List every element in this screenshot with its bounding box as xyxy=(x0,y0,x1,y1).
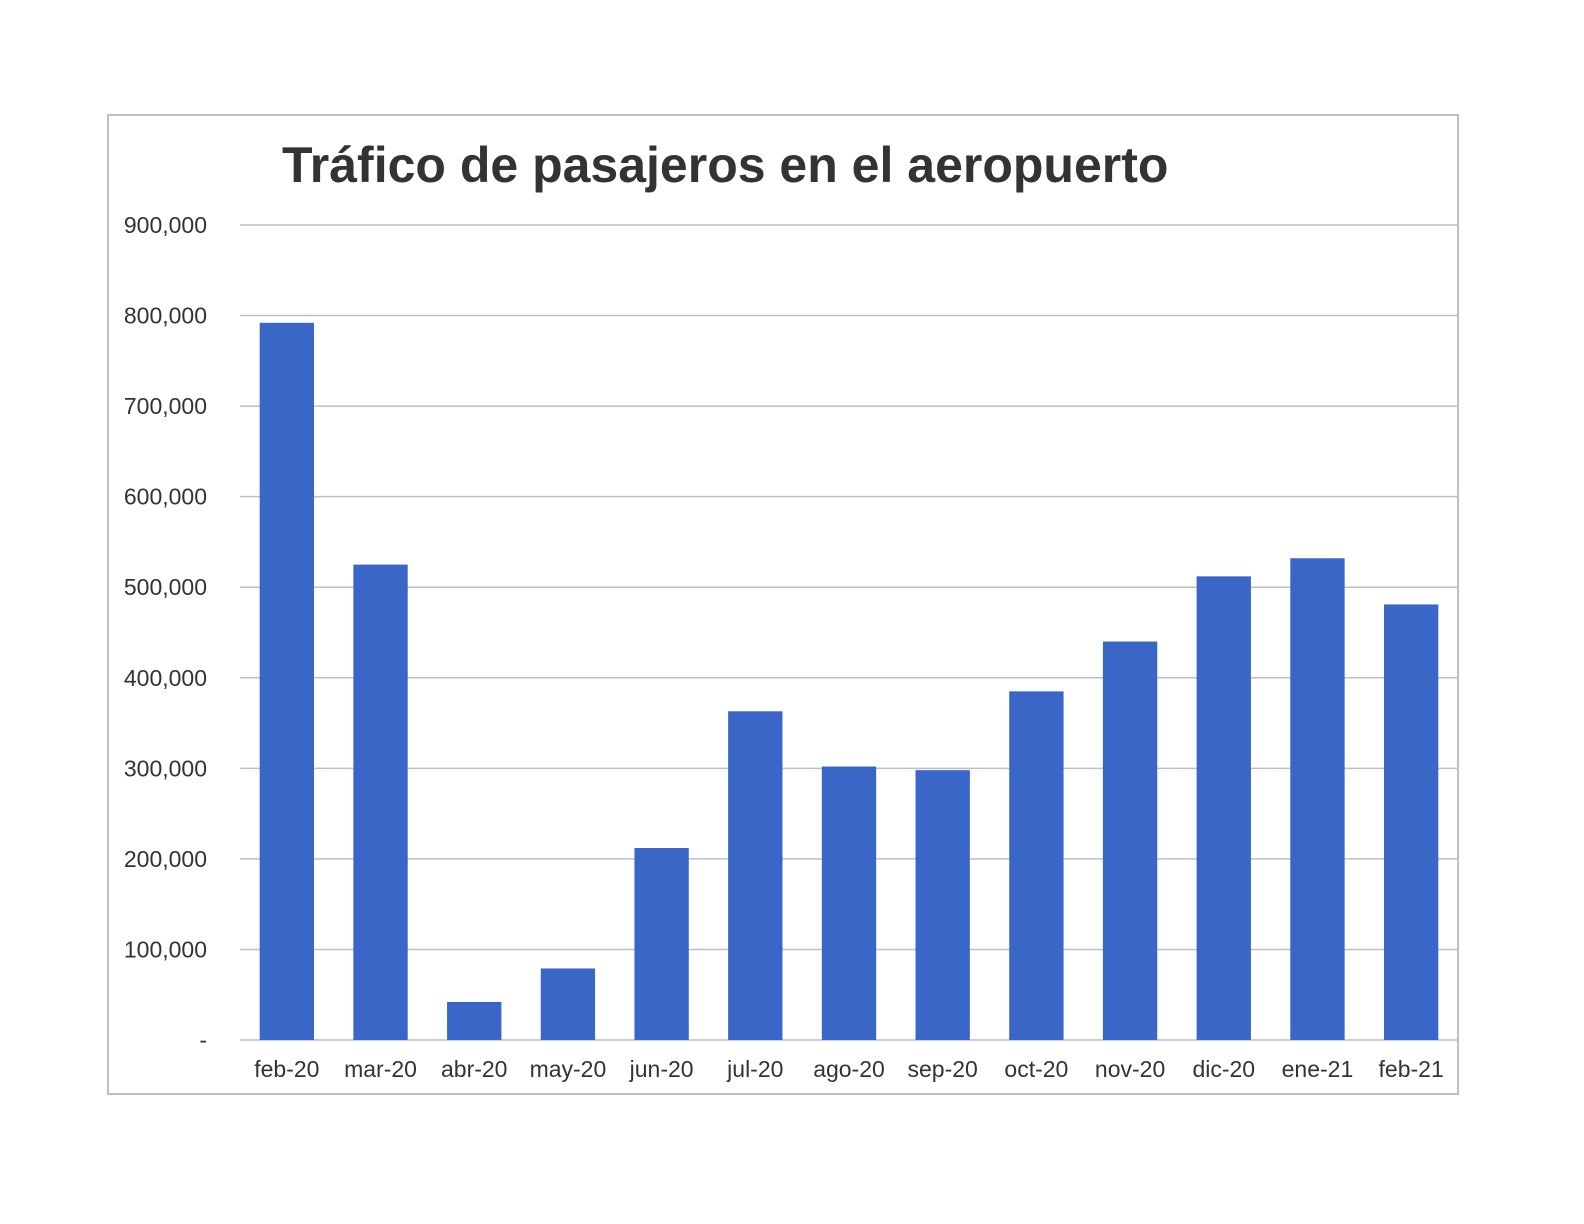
bar-feb-21 xyxy=(1383,604,1439,1040)
y-tick-label: 700,000 xyxy=(124,393,207,419)
x-tick-label: feb-20 xyxy=(254,1056,319,1082)
y-tick-label: 200,000 xyxy=(124,846,207,872)
x-tick-label: feb-21 xyxy=(1379,1056,1444,1082)
y-tick-label: 500,000 xyxy=(124,574,207,600)
bar-dic-20 xyxy=(1196,576,1251,1040)
chart-title: Tráfico de pasajeros en el aeropuerto xyxy=(282,137,1169,193)
bar-sep-20 xyxy=(915,770,970,1040)
bar-may-20 xyxy=(540,968,596,1040)
x-tick-label: may-20 xyxy=(530,1056,607,1082)
y-tick-label: 100,000 xyxy=(124,936,207,962)
bars xyxy=(259,322,1439,1040)
x-tick-label: ago-20 xyxy=(813,1056,885,1082)
bar-oct-20 xyxy=(1009,691,1064,1040)
bar-mar-20 xyxy=(353,564,408,1040)
y-tick-label: - xyxy=(199,1027,207,1053)
bar-feb-20 xyxy=(259,322,315,1040)
y-tick-label: 300,000 xyxy=(124,755,207,781)
bar-abr-20 xyxy=(447,1001,502,1040)
x-tick-label: jun-20 xyxy=(629,1056,694,1082)
x-tick-label: dic-20 xyxy=(1192,1056,1255,1082)
y-tick-label: 900,000 xyxy=(124,212,207,238)
bar-nov-20 xyxy=(1102,641,1158,1040)
x-tick-label: oct-20 xyxy=(1004,1056,1068,1082)
y-tick-label: 400,000 xyxy=(124,665,207,691)
x-tick-label: abr-20 xyxy=(441,1056,507,1082)
bar-ene-21 xyxy=(1290,558,1345,1040)
x-tick-label: nov-20 xyxy=(1095,1056,1165,1082)
x-tick-label: mar-20 xyxy=(344,1056,417,1082)
x-tick-label: jul-20 xyxy=(726,1056,783,1082)
bar-ago-20 xyxy=(821,766,877,1040)
x-tick-label: sep-20 xyxy=(908,1056,978,1082)
y-tick-label: 600,000 xyxy=(124,484,207,510)
y-axis-ticks: - 100,000 200,000 300,000 400,000 500,000 600,… xyxy=(124,212,207,1053)
y-tick-label: 800,000 xyxy=(124,303,207,329)
bar-jun-20 xyxy=(634,848,689,1040)
x-tick-label: ene-21 xyxy=(1282,1056,1354,1082)
bar-jul-20 xyxy=(728,711,783,1040)
x-axis-ticks: feb-20 mar-20 abr-20 may-20 jun-20 jul-20 ago-… xyxy=(254,1056,1444,1082)
